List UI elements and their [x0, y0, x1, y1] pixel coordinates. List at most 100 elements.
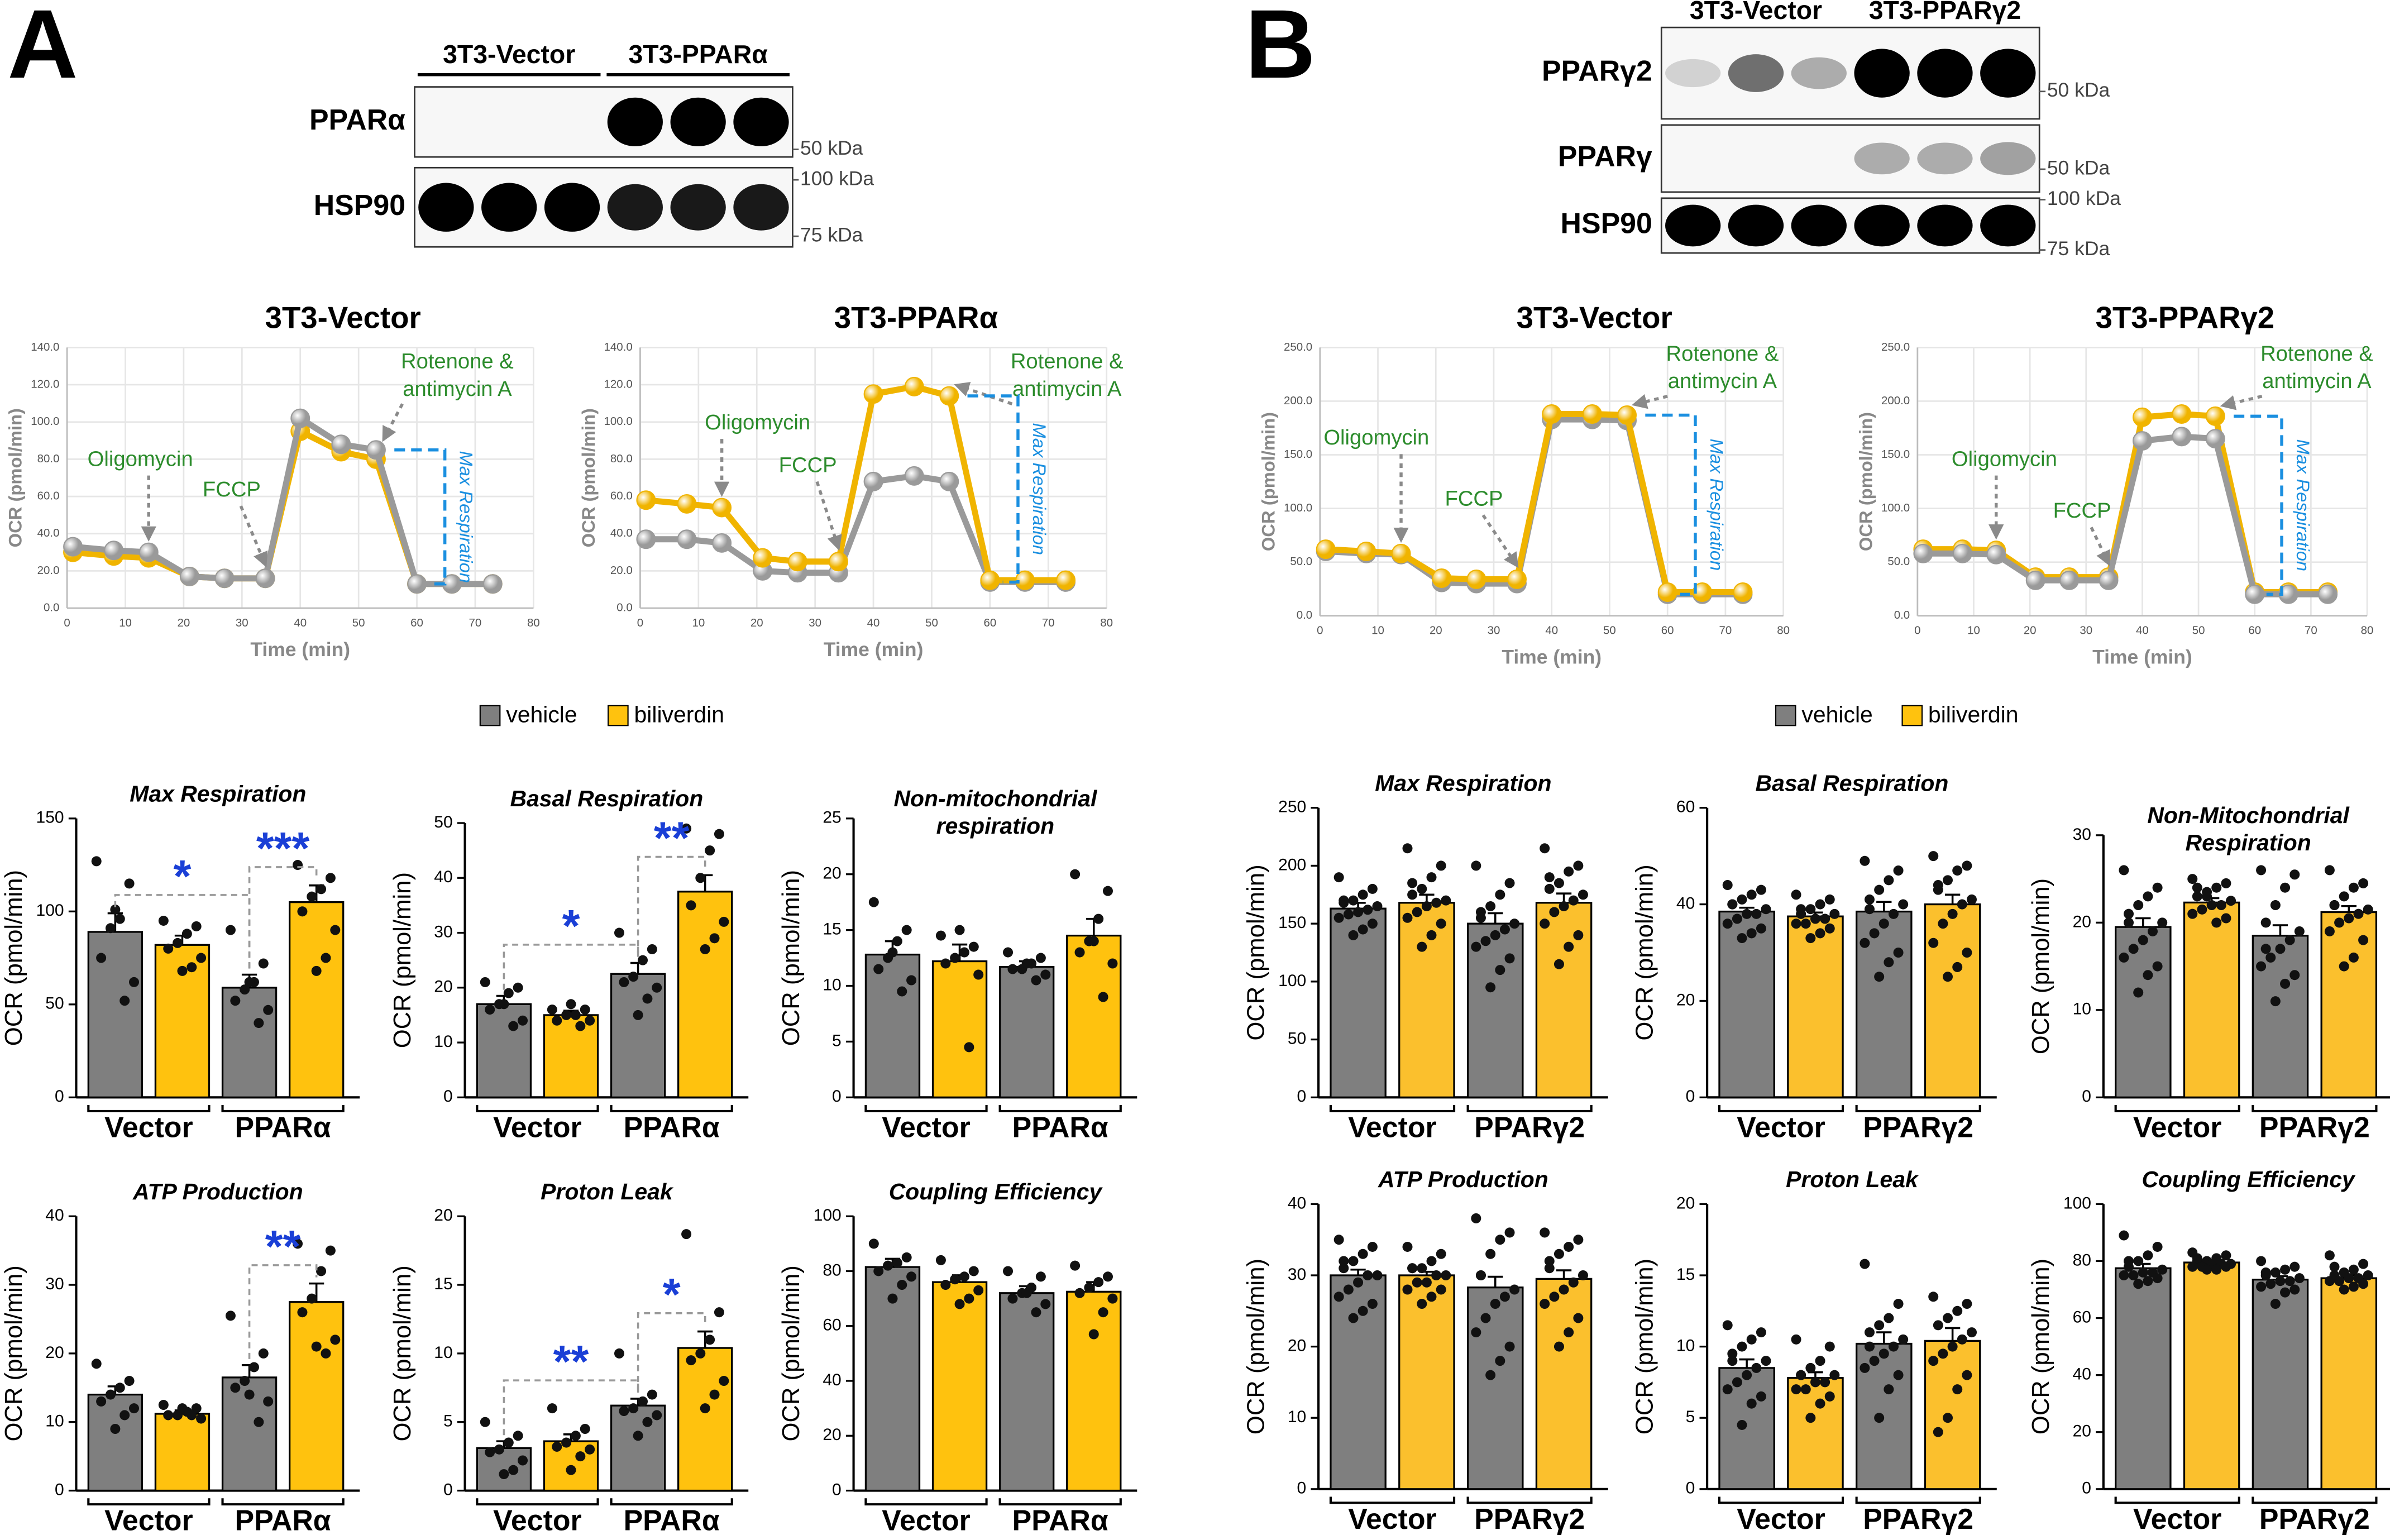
data-point	[2256, 1281, 2267, 1292]
data-point	[2192, 1253, 2202, 1264]
data-point	[1746, 1334, 1757, 1345]
y-tick-label: 20	[1288, 1337, 1306, 1355]
data-point	[2025, 570, 2045, 590]
y-tick-label: 100.0	[31, 415, 59, 428]
data-point	[258, 1348, 269, 1359]
chart-title: Basal Respiration	[510, 786, 703, 811]
data-point	[2119, 1270, 2129, 1281]
legend-label: biliverdin	[634, 702, 725, 728]
legend-swatch	[1901, 705, 1923, 726]
data-point	[513, 982, 523, 993]
data-point	[1007, 1293, 1018, 1304]
data-point	[638, 1396, 648, 1407]
max-respiration-bracket	[2234, 414, 2283, 596]
data-point	[1928, 851, 1939, 862]
y-tick-label: 0	[1686, 1479, 1695, 1498]
data-point	[677, 529, 697, 549]
data-point	[1402, 912, 1413, 923]
blot-band	[1791, 57, 1847, 89]
data-point	[330, 1335, 341, 1345]
data-point	[321, 953, 331, 963]
y-tick-label: 40.0	[610, 527, 633, 539]
error-bar	[2341, 905, 2356, 912]
data-point	[1333, 872, 1344, 883]
significance-bracket	[248, 1264, 318, 1359]
x-tick-label: PPARα	[1012, 1111, 1108, 1143]
data-point	[1348, 1313, 1359, 1323]
significance-label: *	[663, 1269, 681, 1320]
data-point	[1421, 1277, 1432, 1288]
y-tick-label: 0	[443, 1087, 453, 1106]
data-point	[887, 1293, 898, 1304]
y-axis-label: OCR (pmol/min)	[1242, 864, 1269, 1040]
x-tick-label: 20	[751, 616, 763, 629]
data-point	[1363, 1270, 1373, 1281]
x-tick-label: 70	[469, 616, 482, 629]
error-bar	[1944, 893, 1961, 905]
data-point	[2270, 1299, 2281, 1309]
max-respiration-bracket	[1645, 413, 1697, 596]
data-point	[1824, 1391, 1835, 1402]
group-bracket	[2114, 1104, 2240, 1112]
data-point	[719, 1376, 729, 1386]
data-point	[2143, 1250, 2153, 1261]
data-point	[230, 1383, 241, 1393]
data-point	[1333, 1235, 1344, 1245]
error-bar	[1739, 1358, 1755, 1368]
data-point	[1475, 912, 1486, 923]
annotation: FCCP	[2053, 499, 2111, 523]
y-tick-label: 60	[823, 1316, 841, 1335]
data-point	[503, 1437, 514, 1448]
data-point	[873, 1266, 884, 1276]
data-point	[1805, 933, 1816, 944]
y-axis-label: OCR (pmol/min)	[578, 408, 599, 547]
data-point	[633, 1431, 643, 1441]
data-point	[575, 1451, 586, 1462]
data-point	[1860, 855, 1870, 866]
data-point	[2187, 874, 2198, 884]
y-tick-label: 0	[2082, 1087, 2091, 1106]
y-tick-label: 80	[823, 1261, 841, 1279]
data-point	[1480, 936, 1491, 946]
data-point	[311, 1341, 322, 1352]
data-point	[2270, 996, 2281, 1007]
data-point	[906, 975, 917, 986]
y-tick-label: 20	[434, 978, 452, 996]
data-point	[1544, 883, 1555, 894]
bar	[1398, 902, 1455, 1098]
blot-group-label: 3T3-Vector	[1690, 0, 1822, 25]
data-point	[973, 969, 984, 980]
bar	[677, 1347, 733, 1492]
data-point	[700, 1403, 710, 1414]
data-point	[968, 941, 979, 952]
data-point	[2143, 1276, 2153, 1286]
blot-band	[1854, 142, 1910, 175]
data-point	[1339, 1263, 1349, 1274]
data-point	[2260, 917, 2271, 928]
data-point	[105, 1389, 116, 1400]
data-point	[1490, 930, 1500, 940]
data-point	[158, 915, 169, 926]
significance-bracket	[637, 855, 706, 957]
blot-band	[670, 184, 726, 231]
data-point	[2119, 952, 2129, 963]
x-tick-label: 80	[2361, 624, 2374, 637]
blot-group-label: 3T3-PPARα	[628, 40, 768, 69]
data-point	[1962, 947, 1972, 958]
chart-title: 3T3-Vector	[265, 301, 421, 335]
data-point	[181, 929, 192, 939]
bar	[221, 987, 278, 1098]
data-point	[1495, 889, 1505, 900]
data-point	[628, 972, 639, 982]
data-point	[570, 1431, 581, 1441]
data-point	[316, 1266, 327, 1276]
y-tick-label: 40	[823, 1371, 841, 1389]
data-point	[719, 916, 729, 927]
data-point	[883, 1260, 893, 1271]
bar	[998, 1292, 1055, 1492]
data-point	[1098, 992, 1108, 1002]
x-tick-label: 50	[352, 616, 365, 629]
data-point	[1884, 1313, 1894, 1323]
data-point	[712, 533, 732, 553]
